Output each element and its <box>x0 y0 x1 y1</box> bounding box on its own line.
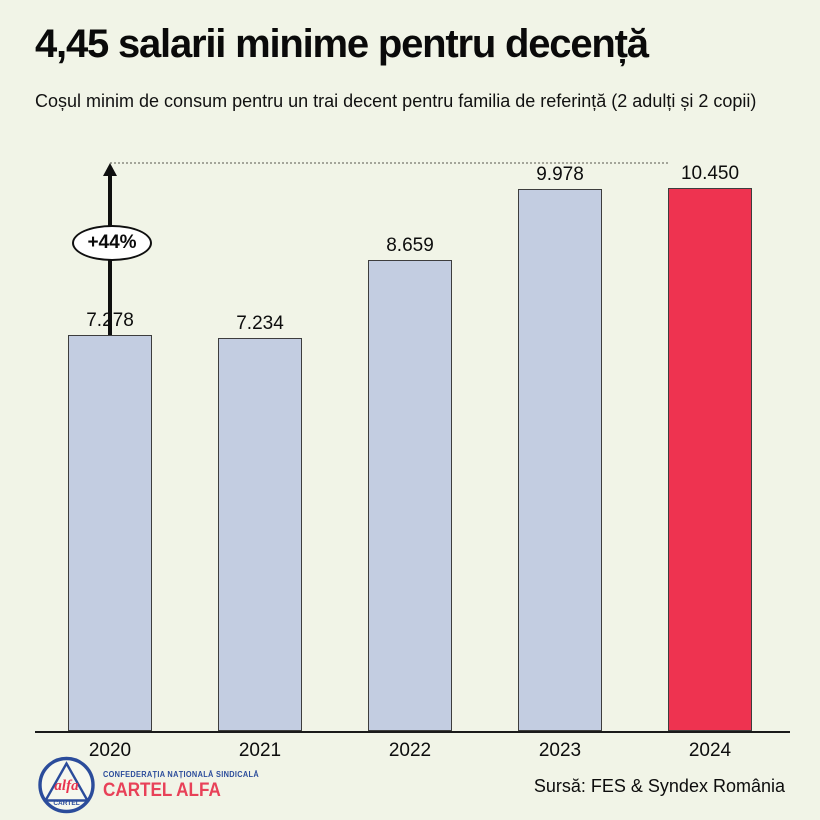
bar-2023 <box>518 188 602 731</box>
bar-2024 <box>668 188 752 731</box>
logo-text-block: CONFEDERAȚIA NAȚIONALĂ SINDICALĂ CARTEL … <box>103 770 273 802</box>
logo-org-name: CONFEDERAȚIA NAȚIONALĂ SINDICALĂ <box>103 770 260 779</box>
x-axis-line <box>35 731 790 733</box>
logo-alfa-text: alfa <box>54 778 79 794</box>
bar-2020 <box>68 335 152 731</box>
increase-arrow-head <box>103 163 117 176</box>
bar-group-2020: 7.278 <box>35 163 185 731</box>
percent-change-label: +44% <box>87 231 137 253</box>
subtitle: Coșul minim de consum pentru un trai dec… <box>35 91 757 111</box>
x-tick-2020: 2020 <box>88 740 132 761</box>
percent-change-badge: +44% <box>72 224 152 261</box>
source-text: Sursă: FES & Syndex România <box>533 776 785 796</box>
bar-value-label: 7.234 <box>236 312 284 334</box>
x-axis-labels: 2020 2021 2022 2023 2024 <box>35 733 785 762</box>
logo-brand: CARTEL ALFA <box>103 780 221 801</box>
bar-group-2021: 7.234 <box>185 163 335 731</box>
reference-dotted-line <box>110 162 668 164</box>
bar-group-2023: 9.978 <box>485 163 635 731</box>
plot-area: +44% 7.278 7.234 8.659 9.978 10.450 <box>35 162 785 731</box>
page-title: 4,45 salarii minime pentru decență <box>35 22 649 66</box>
bar-value-label: 10.450 <box>680 163 740 184</box>
bar-value-label: 8.659 <box>386 235 434 257</box>
cartel-alfa-logo-icon: alfa CARTEL <box>38 756 95 814</box>
logo-cartel-text: CARTEL <box>53 800 79 807</box>
bar-2021 <box>218 337 302 731</box>
x-tick-2022: 2022 <box>388 740 432 761</box>
x-tick-2023: 2023 <box>538 740 582 761</box>
bar-2022 <box>368 260 452 731</box>
x-tick-2021: 2021 <box>238 740 282 761</box>
bar-group-2024: 10.450 <box>635 163 785 731</box>
bar-chart: +44% 7.278 7.234 8.659 9.978 10.450 2020 2021… <box>35 162 790 762</box>
bar-group-2022: 8.659 <box>335 163 485 731</box>
x-tick-2024: 2024 <box>688 740 732 761</box>
bar-value-label: 9.978 <box>536 163 584 185</box>
